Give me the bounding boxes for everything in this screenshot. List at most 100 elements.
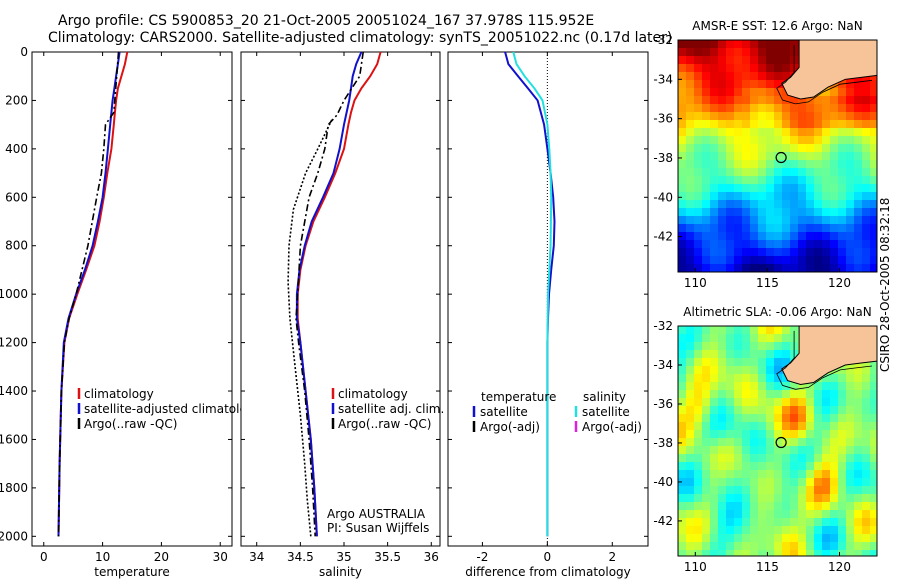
map-cell (766, 446, 775, 455)
map-cell (678, 486, 687, 495)
map-cell (750, 478, 759, 487)
map-cell (710, 326, 719, 335)
map-cell (694, 350, 703, 359)
map-cell (726, 40, 735, 49)
map-cell (822, 144, 831, 153)
map-cell (686, 342, 695, 351)
map-cell (734, 256, 743, 265)
map-cell (758, 542, 767, 551)
map-cell (870, 486, 877, 495)
map-cell (870, 366, 877, 375)
map-cell (766, 248, 775, 257)
map-cell (814, 136, 823, 145)
map-cell (702, 510, 711, 519)
map-cell (742, 40, 751, 49)
map-cell (694, 526, 703, 535)
map-cell (814, 248, 823, 257)
map-cell (774, 112, 783, 121)
map-cell (758, 64, 767, 73)
map-cell (726, 366, 735, 375)
map-cell (838, 510, 847, 519)
map-cell (694, 342, 703, 351)
map-cell (742, 48, 751, 57)
map-cell (742, 152, 751, 161)
map-cell (678, 350, 687, 359)
map-cell (782, 486, 791, 495)
map-cell (830, 430, 839, 439)
map-cell (686, 326, 695, 335)
map-cell (782, 184, 791, 193)
map-cell (822, 104, 831, 113)
map-cell (862, 470, 871, 479)
map-cell (782, 192, 791, 201)
map-cell (830, 518, 839, 527)
map-cell (718, 144, 727, 153)
map-cell (710, 510, 719, 519)
map-cell (710, 366, 719, 375)
map-cell (710, 240, 719, 249)
map-cell (782, 406, 791, 415)
map-cell (726, 502, 735, 511)
map-cell (822, 256, 831, 265)
map-cell (694, 334, 703, 343)
map-cell (686, 486, 695, 495)
map-cell (766, 200, 775, 209)
plot-frame (240, 51, 441, 547)
map-cell (862, 542, 871, 551)
map-cell (782, 56, 791, 65)
map-cell (782, 518, 791, 527)
map-cell (774, 494, 783, 503)
map-cell (726, 414, 735, 423)
map-cell (806, 160, 815, 169)
map-cell (774, 152, 783, 161)
map-cell (798, 550, 807, 556)
map-cell (678, 326, 687, 335)
map-cell (862, 208, 871, 217)
map-cell (774, 48, 783, 57)
map-cell (710, 550, 719, 556)
map-cell (750, 40, 759, 49)
map-cell (806, 128, 815, 137)
map-cell (854, 208, 863, 217)
map-cell (734, 526, 743, 535)
map-cell (766, 414, 775, 423)
map-cell (838, 192, 847, 201)
map-cell (774, 470, 783, 479)
map-cell (774, 414, 783, 423)
map-cell (710, 152, 719, 161)
map-cell (734, 136, 743, 145)
land-mass (781, 326, 877, 386)
map-cell (710, 486, 719, 495)
x-tick-label: 10 (95, 550, 110, 564)
map-cell (766, 152, 775, 161)
map-cell (742, 136, 751, 145)
map-cell (782, 334, 791, 343)
map-cell (734, 542, 743, 551)
map-cell (870, 518, 877, 527)
map-cell (710, 176, 719, 185)
map-cell (774, 224, 783, 233)
map-cell (854, 454, 863, 463)
map-cell (822, 486, 831, 495)
map-cell (774, 216, 783, 225)
x-axis-label: temperature (94, 565, 169, 579)
map-cell (694, 470, 703, 479)
map-cell (814, 232, 823, 241)
map-cell (734, 96, 743, 105)
map-cell (830, 382, 839, 391)
map-cell (870, 470, 877, 479)
map-cell (758, 176, 767, 185)
map-cell (830, 152, 839, 161)
map-cell (694, 120, 703, 129)
map-cell (702, 96, 711, 105)
map-cell (734, 152, 743, 161)
map-cell (774, 200, 783, 209)
map-cell (694, 398, 703, 407)
map-cell (750, 454, 759, 463)
map-cell (686, 526, 695, 535)
map-cell (774, 526, 783, 535)
map-cell (854, 518, 863, 527)
map-cell (694, 160, 703, 169)
map-cell (718, 264, 727, 272)
map-cell (782, 232, 791, 241)
